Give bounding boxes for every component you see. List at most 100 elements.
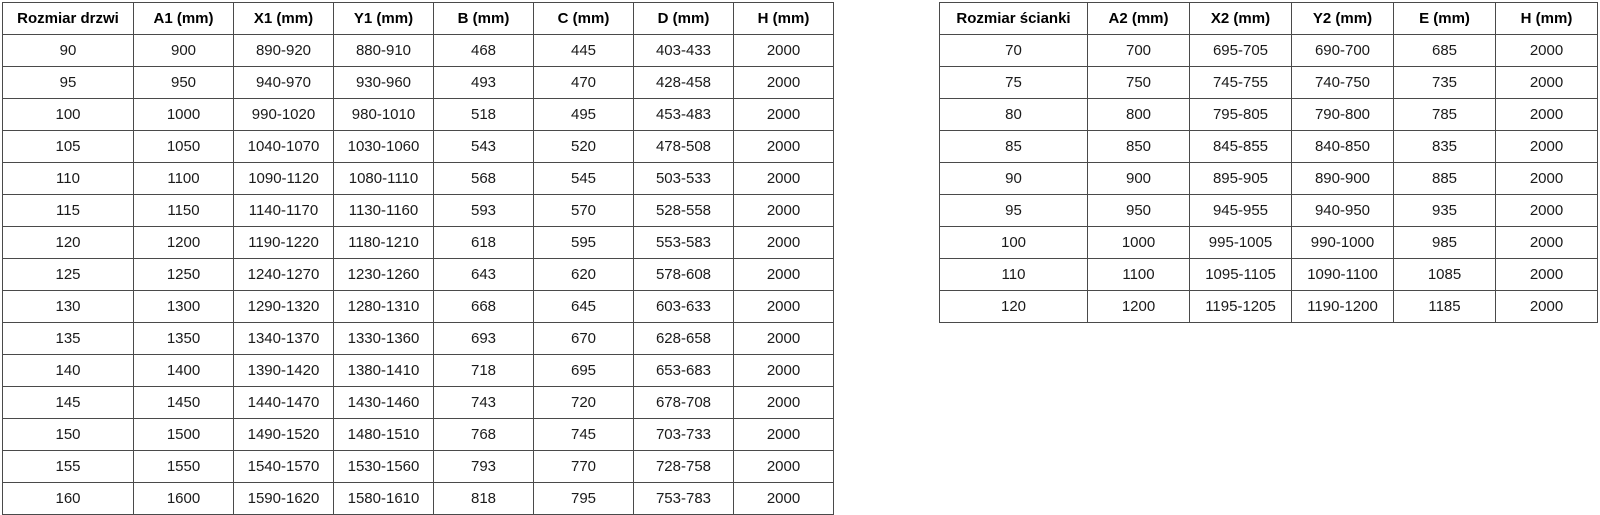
table-cell: 2000 bbox=[1495, 226, 1598, 259]
table-cell: 670 bbox=[533, 322, 634, 355]
table-row: 135 1350 1340-1370 1330-1360 693 670 628-658 20… bbox=[2, 322, 834, 355]
table-cell: 543 bbox=[433, 130, 534, 163]
column-header: D (mm) bbox=[633, 2, 734, 35]
table-cell: 2000 bbox=[733, 482, 834, 515]
table-cell: 453-483 bbox=[633, 98, 734, 131]
table-cell: 528-558 bbox=[633, 194, 734, 227]
table-row: 100 1000 995-1005 990-1000 985 2000 bbox=[939, 226, 1598, 259]
table-row: 70 700 695-705 690-700 685 2000 bbox=[939, 34, 1598, 67]
table-cell: 1580-1610 bbox=[333, 482, 434, 515]
column-header: A2 (mm) bbox=[1087, 2, 1190, 35]
table-cell: 643 bbox=[433, 258, 534, 291]
table-cell: 520 bbox=[533, 130, 634, 163]
table-cell: 668 bbox=[433, 290, 534, 323]
table-cell: 493 bbox=[433, 66, 534, 99]
table-cell: 768 bbox=[433, 418, 534, 451]
column-header: Y1 (mm) bbox=[333, 2, 434, 35]
table-cell: 145 bbox=[2, 386, 134, 419]
table-cell: 160 bbox=[2, 482, 134, 515]
table-cell: 1350 bbox=[133, 322, 234, 355]
table-cell: 495 bbox=[533, 98, 634, 131]
table-cell: 593 bbox=[433, 194, 534, 227]
table-cell: 745 bbox=[533, 418, 634, 451]
table-row: 90 900 890-920 880-910 468 445 403-433 2000 bbox=[2, 34, 834, 67]
table-row: 145 1450 1440-1470 1430-1460 743 720 678-708 20… bbox=[2, 386, 834, 419]
table-cell: 553-583 bbox=[633, 226, 734, 259]
table-cell: 603-633 bbox=[633, 290, 734, 323]
table-cell: 1080-1110 bbox=[333, 162, 434, 195]
table-cell: 1090-1120 bbox=[233, 162, 334, 195]
table-cell: 75 bbox=[939, 66, 1088, 99]
table-cell: 845-855 bbox=[1189, 130, 1292, 163]
table-cell: 2000 bbox=[733, 98, 834, 131]
table-cell: 945-955 bbox=[1189, 194, 1292, 227]
table-row: 115 1150 1140-1170 1130-1160 593 570 528-558 20… bbox=[2, 194, 834, 227]
table-cell: 950 bbox=[133, 66, 234, 99]
table-cell: 1140-1170 bbox=[233, 194, 334, 227]
table-cell: 80 bbox=[939, 98, 1088, 131]
table-cell: 1190-1200 bbox=[1291, 290, 1394, 323]
table-cell: 950 bbox=[1087, 194, 1190, 227]
table-row: 85 850 845-855 840-850 835 2000 bbox=[939, 130, 1598, 163]
table-row: 95 950 940-970 930-960 493 470 428-458 2000 bbox=[2, 66, 834, 99]
table-cell: 503-533 bbox=[633, 162, 734, 195]
column-header: X2 (mm) bbox=[1189, 2, 1292, 35]
table-cell: 70 bbox=[939, 34, 1088, 67]
table-cell: 2000 bbox=[1495, 98, 1598, 131]
table-cell: 570 bbox=[533, 194, 634, 227]
table-row: 155 1550 1540-1570 1530-1560 793 770 728-758 20… bbox=[2, 450, 834, 483]
table-cell: 645 bbox=[533, 290, 634, 323]
table-cell: 1540-1570 bbox=[233, 450, 334, 483]
table-cell: 800 bbox=[1087, 98, 1190, 131]
table-cell: 1195-1205 bbox=[1189, 290, 1292, 323]
column-header: Rozmiar ścianki bbox=[939, 2, 1088, 35]
table-cell: 885 bbox=[1393, 162, 1496, 195]
column-header: Y2 (mm) bbox=[1291, 2, 1394, 35]
column-header: E (mm) bbox=[1393, 2, 1496, 35]
table-cell: 745-755 bbox=[1189, 66, 1292, 99]
table-cell: 840-850 bbox=[1291, 130, 1394, 163]
table-cell: 125 bbox=[2, 258, 134, 291]
table-cell: 1490-1520 bbox=[233, 418, 334, 451]
table-cell: 618 bbox=[433, 226, 534, 259]
table-cell: 1390-1420 bbox=[233, 354, 334, 387]
table-cell: 990-1000 bbox=[1291, 226, 1394, 259]
table-cell: 935 bbox=[1393, 194, 1496, 227]
column-header: X1 (mm) bbox=[233, 2, 334, 35]
table-cell: 2000 bbox=[1495, 66, 1598, 99]
table-cell: 785 bbox=[1393, 98, 1496, 131]
table-cell: 135 bbox=[2, 322, 134, 355]
table-row: 110 1100 1090-1120 1080-1110 568 545 503-533 20… bbox=[2, 162, 834, 195]
table-cell: 110 bbox=[939, 258, 1088, 291]
table-cell: 690-700 bbox=[1291, 34, 1394, 67]
header-row: Rozmiar drzwi A1 (mm) X1 (mm) Y1 (mm) B (mm)… bbox=[2, 2, 834, 35]
table-cell: 1200 bbox=[1087, 290, 1190, 323]
table-cell: 1450 bbox=[133, 386, 234, 419]
table-cell: 895-905 bbox=[1189, 162, 1292, 195]
table-cell: 1430-1460 bbox=[333, 386, 434, 419]
table-cell: 518 bbox=[433, 98, 534, 131]
table-cell: 740-750 bbox=[1291, 66, 1394, 99]
table-cell: 685 bbox=[1393, 34, 1496, 67]
table-cell: 880-910 bbox=[333, 34, 434, 67]
table-row: 80 800 795-805 790-800 785 2000 bbox=[939, 98, 1598, 131]
table-cell: 468 bbox=[433, 34, 534, 67]
table-cell: 1550 bbox=[133, 450, 234, 483]
table-cell: 728-758 bbox=[633, 450, 734, 483]
table-cell: 1250 bbox=[133, 258, 234, 291]
door-table-header: Rozmiar drzwi A1 (mm) X1 (mm) Y1 (mm) B (mm)… bbox=[2, 2, 834, 35]
door-table-body: 90 900 890-920 880-910 468 445 403-433 2000 95 95… bbox=[2, 34, 834, 515]
table-cell: 703-733 bbox=[633, 418, 734, 451]
table-cell: 795 bbox=[533, 482, 634, 515]
header-row: Rozmiar ścianki A2 (mm) X2 (mm) Y2 (mm) E (m… bbox=[939, 2, 1598, 35]
table-cell: 545 bbox=[533, 162, 634, 195]
table-cell: 890-900 bbox=[1291, 162, 1394, 195]
table-cell: 1090-1100 bbox=[1291, 258, 1394, 291]
table-cell: 595 bbox=[533, 226, 634, 259]
table-cell: 995-1005 bbox=[1189, 226, 1292, 259]
table-row: 120 1200 1195-1205 1190-1200 1185 2000 bbox=[939, 290, 1598, 323]
table-cell: 155 bbox=[2, 450, 134, 483]
table-row: 110 1100 1095-1105 1090-1100 1085 2000 bbox=[939, 258, 1598, 291]
table-cell: 1280-1310 bbox=[333, 290, 434, 323]
